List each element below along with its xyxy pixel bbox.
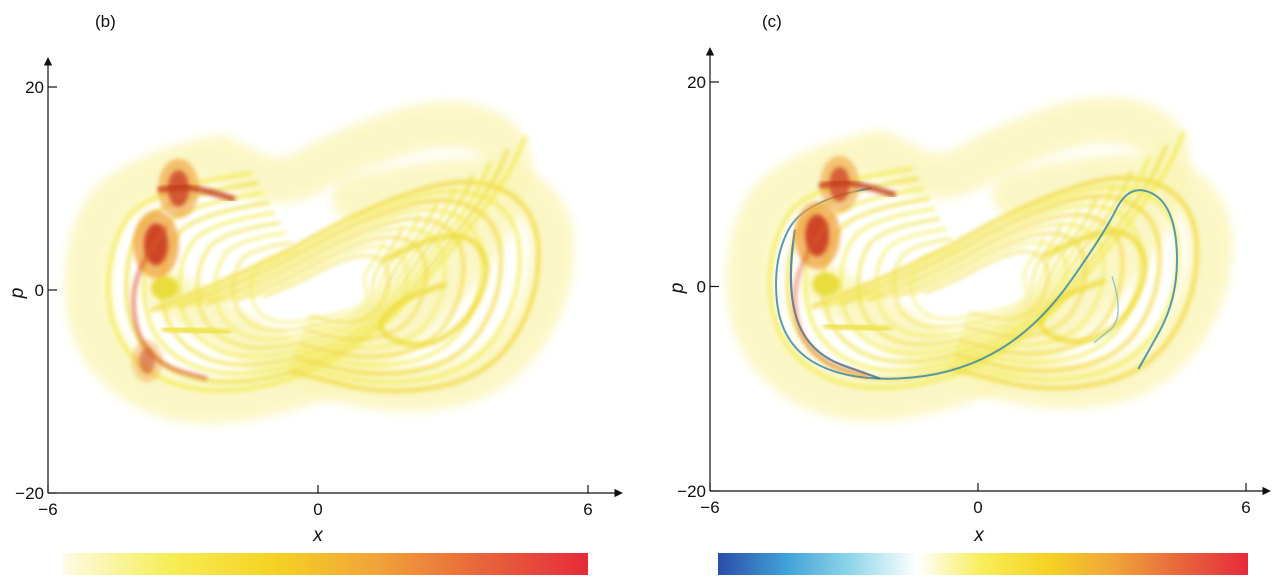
y-tick-label: −20 — [15, 484, 44, 503]
x-tick-label: 6 — [1241, 498, 1250, 517]
density-halo — [64, 101, 532, 424]
density-filament — [895, 232, 1087, 338]
density-crest — [157, 184, 236, 202]
axis-ticks-b: −6 0 6 −20 0 20 — [15, 78, 593, 519]
phase-space-density-c — [726, 97, 1233, 422]
y-tick-label: 20 — [25, 78, 44, 97]
density-filament — [220, 226, 447, 350]
density-filament — [196, 201, 439, 350]
density-swirl — [378, 233, 489, 348]
density-filament — [161, 325, 232, 337]
x-tick-label: −6 — [38, 500, 57, 519]
density-filament — [892, 223, 1063, 329]
density-filament — [249, 245, 409, 332]
density-filament — [881, 222, 1106, 347]
panel-c: (c) −6 0 6 −20 0 20 x p — [667, 12, 1271, 575]
density-crest — [792, 223, 869, 378]
y-axis-label-b: p — [7, 288, 28, 300]
density-filament — [857, 196, 1098, 347]
y-tick-label: 0 — [697, 278, 706, 297]
y-tick-label: 20 — [687, 73, 706, 92]
density-filament — [810, 175, 1199, 391]
density-filament — [178, 198, 503, 376]
panel-b: (b) −6 0 6 −20 0 20 x p — [7, 12, 623, 575]
density-filament — [839, 194, 1162, 373]
density-crest — [131, 227, 208, 381]
density-filament — [853, 204, 1143, 364]
panel-label-b: (b) — [95, 12, 116, 31]
density-filament — [192, 208, 484, 367]
density-filament — [149, 180, 541, 393]
x-tick-label: −6 — [700, 498, 719, 517]
density-filament — [909, 241, 1068, 329]
density-filament — [822, 321, 893, 333]
x-tick-label: 6 — [583, 500, 592, 519]
density-filament — [924, 250, 1050, 321]
density-halo — [726, 97, 1191, 422]
negative-filament — [1093, 276, 1119, 344]
y-tick-label: −20 — [677, 482, 706, 501]
density-blob — [151, 275, 179, 300]
density-filament — [235, 235, 428, 341]
x-tick-label: 0 — [973, 498, 982, 517]
x-axis-label-b: x — [312, 525, 324, 546]
density-filament — [178, 188, 457, 358]
density-crest — [818, 179, 897, 198]
phase-space-density-b — [64, 101, 575, 424]
density-filament — [768, 131, 1186, 390]
density-filament — [214, 214, 421, 341]
x-axis-label-c: x — [973, 525, 985, 546]
density-filament — [106, 135, 527, 393]
density-filament — [163, 189, 522, 385]
y-tick-label: 0 — [35, 281, 44, 300]
x-tick-label: 0 — [313, 500, 322, 519]
colorbar-c — [718, 553, 1248, 575]
density-filament — [249, 240, 386, 324]
axis-ticks-c: −6 0 6 −20 0 20 — [677, 73, 1251, 517]
density-filament — [874, 210, 1080, 338]
density-blob — [812, 272, 841, 297]
y-axis-label-c: p — [667, 283, 688, 295]
density-filament — [824, 185, 1181, 382]
colorbar-b — [63, 553, 588, 575]
density-filament — [839, 183, 1116, 355]
negative-filament — [774, 187, 1179, 380]
density-filament — [263, 254, 390, 324]
density-filament — [910, 236, 1045, 320]
panel-label-c: (c) — [762, 12, 782, 31]
density-filament — [232, 227, 403, 332]
